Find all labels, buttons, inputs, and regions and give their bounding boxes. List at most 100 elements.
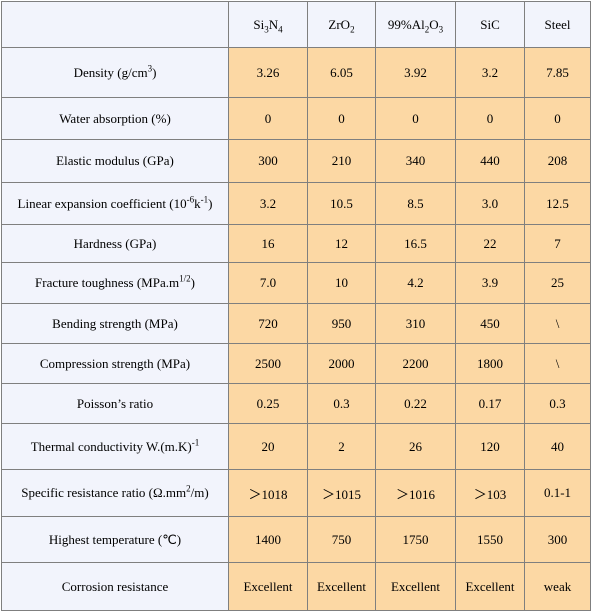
value-cell: 2 (307, 423, 376, 470)
value-cell: 120 (455, 423, 525, 470)
table-row: Bending strength (MPa) 720 950 310 450 \ (1, 303, 591, 344)
text-part: k (194, 195, 201, 211)
superscript: -1 (200, 194, 209, 205)
table-row: Thermal conductivity W.(m.K)-1 20 2 26 120 40 (1, 423, 591, 470)
text-part: ZrO (328, 16, 351, 32)
row-label: Corrosion resistance (1, 562, 229, 611)
value-cell: 1750 (375, 516, 456, 563)
value-cell: 3.0 (455, 182, 525, 225)
value-cell: 7 (524, 224, 591, 263)
superscript: -1 (191, 437, 200, 448)
table-row: Elastic modulus (GPa) 300 210 340 440 208 (1, 139, 591, 183)
text-part: 99%Al (387, 16, 425, 32)
value-cell: Excellent (228, 562, 308, 611)
table-row: Linear expansion coefficient (10-6k-1) 3.… (1, 182, 591, 225)
value-cell: 4.2 (375, 262, 456, 304)
text-part: Thermal conductivity W.(m.K) (30, 438, 192, 454)
value-cell: \ (524, 343, 591, 384)
row-label: Highest temperature (℃) (1, 516, 229, 563)
value-cell: ＞1016 (375, 469, 456, 517)
text-part: Fracture toughness (MPa.m (35, 275, 180, 290)
subscript: 3 (264, 24, 269, 35)
row-label: Compression strength (MPa) (1, 343, 229, 384)
value-cell: \ (524, 303, 591, 344)
value-cell: 16.5 (375, 224, 456, 263)
value-cell: 210 (307, 139, 376, 183)
column-header: Steel (524, 1, 591, 48)
value-cell: ＞1018 (228, 469, 308, 517)
text-part: O (429, 16, 439, 32)
value-cell: 0.25 (228, 383, 308, 424)
superscript: 3 (147, 63, 153, 74)
value-cell: 310 (375, 303, 456, 344)
value-cell: 16 (228, 224, 308, 263)
value-cell: 10 (307, 262, 376, 304)
value-cell: 208 (524, 139, 591, 183)
value-cell: 1400 (228, 516, 308, 563)
value-cell: 0 (455, 97, 525, 140)
superscript: -6 (186, 194, 195, 205)
text-part: Specific resistance ratio (Ω.mm (21, 485, 187, 500)
value-cell: 26 (375, 423, 456, 470)
table-row: Specific resistance ratio (Ω.mm2/m) ＞1018… (1, 469, 591, 517)
row-label: Specific resistance ratio (Ω.mm2/m) (1, 469, 229, 517)
column-header: Si3N4 (228, 1, 308, 48)
row-label: Linear expansion coefficient (10-6k-1) (1, 182, 229, 225)
text-part: /m) (190, 485, 209, 500)
value-cell: 22 (455, 224, 525, 263)
text-part: Linear expansion coefficient (10 (17, 195, 187, 211)
value-cell: 0 (307, 97, 376, 140)
value-cell: 3.9 (455, 262, 525, 304)
table-row: Hardness (GPa) 16 12 16.5 22 7 (1, 224, 591, 263)
value-cell: 1550 (455, 516, 525, 563)
value-cell: 300 (524, 516, 591, 563)
value-cell: 12.5 (524, 182, 591, 225)
value-cell: 3.2 (455, 47, 525, 98)
text-part: Density (g/cm (73, 64, 148, 80)
value-cell: 12 (307, 224, 376, 263)
value-cell: 6.05 (307, 47, 376, 98)
value-cell: 3.26 (228, 47, 308, 98)
value-cell: Excellent (455, 562, 525, 611)
value-cell: 1800 (455, 343, 525, 384)
value-cell: 0.22 (375, 383, 456, 424)
value-cell: 20 (228, 423, 308, 470)
value-cell: 40 (524, 423, 591, 470)
value-cell: 750 (307, 516, 376, 563)
value-cell: Excellent (375, 562, 456, 611)
value-cell: 3.2 (228, 182, 308, 225)
row-label: Elastic modulus (GPa) (1, 139, 229, 183)
subscript: 2 (424, 24, 430, 35)
column-header: 99%Al2O3 (375, 1, 456, 48)
value-cell: 2200 (375, 343, 456, 384)
value-cell: 0.3 (524, 383, 591, 424)
value-cell: 300 (228, 139, 308, 183)
corner-cell (1, 1, 229, 48)
value-cell: weak (524, 562, 591, 611)
table-row: Water absorption (%) 0 0 0 0 0 (1, 97, 591, 140)
value-cell: 340 (375, 139, 456, 183)
superscript: 1/2 (179, 273, 191, 284)
value-cell: 0.17 (455, 383, 525, 424)
subscript: 3 (438, 24, 444, 35)
text-part: Si (253, 16, 265, 32)
table-row: Corrosion resistance Excellent Excellent Ex… (1, 562, 591, 611)
value-cell: 7.85 (524, 47, 591, 98)
value-cell: 450 (455, 303, 525, 344)
subscript: 4 (278, 24, 283, 35)
row-label: Hardness (GPa) (1, 224, 229, 263)
value-cell: 25 (524, 262, 591, 304)
value-cell: 0 (524, 97, 591, 140)
header-row: Si3N4 ZrO 2 99%Al2O3 SiC Steel (1, 1, 591, 48)
value-cell: 0.1-1 (524, 469, 591, 517)
row-label: Poisson’s ratio (1, 383, 229, 424)
table-row: Highest temperature (℃) 1400 750 1750 1550 30… (1, 516, 591, 563)
table-row: Poisson’s ratio 0.25 0.3 0.22 0.17 0.3 (1, 383, 591, 424)
column-header: SiC (455, 1, 525, 48)
text-part: ) (208, 195, 213, 211)
value-cell: Excellent (307, 562, 376, 611)
table-row: Fracture toughness (MPa.m1/2) 7.0 10 4.2 3.9… (1, 262, 591, 304)
